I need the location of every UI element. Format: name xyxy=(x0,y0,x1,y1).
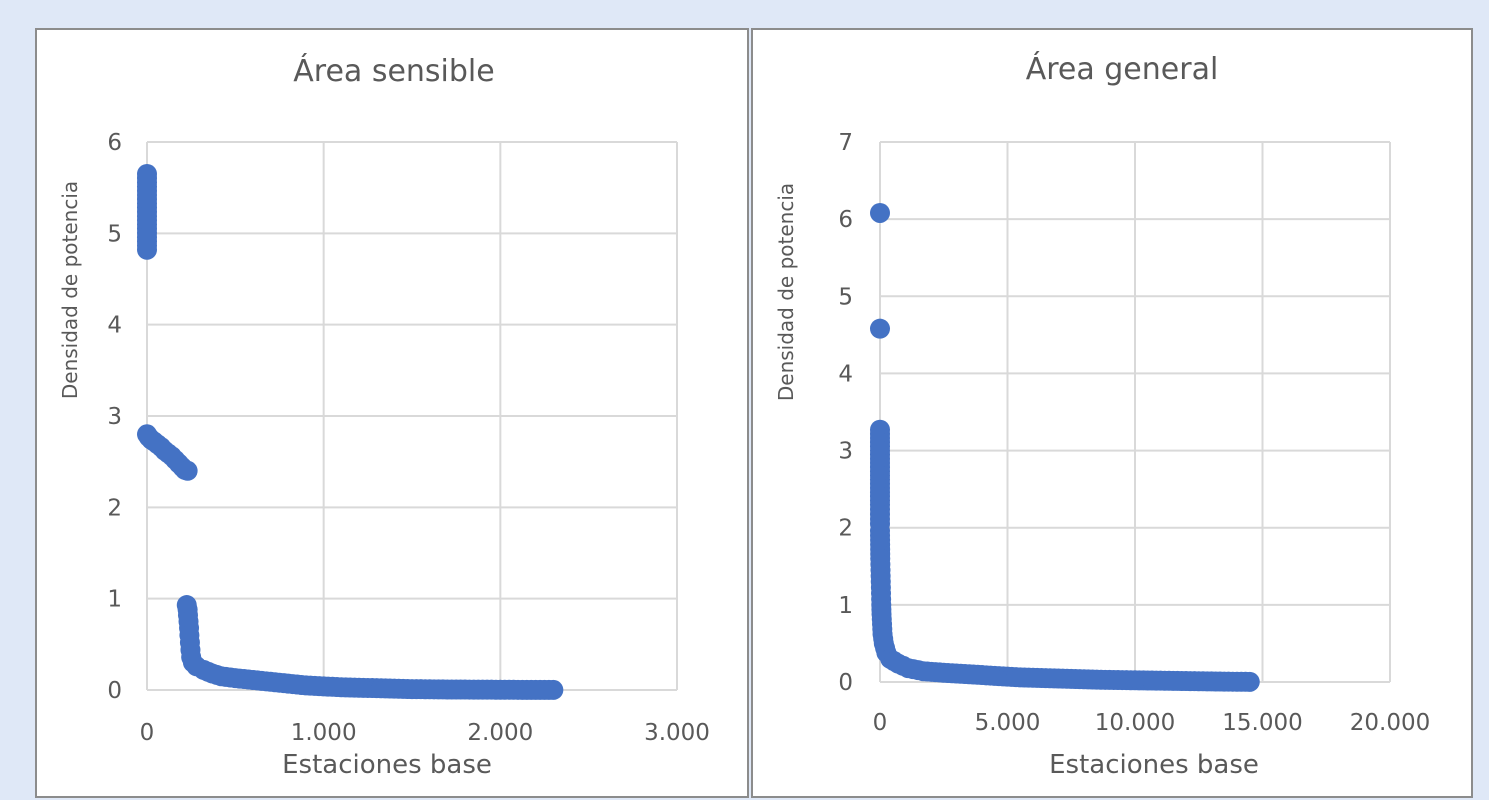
y-tick-labels: 0 1 2 3 4 5 6 7 xyxy=(838,130,853,696)
y-tick-label: 0 xyxy=(838,670,853,696)
y-axis-label: Densidad de potencia xyxy=(58,181,82,399)
x-tick-labels: 0 1.000 2.000 3.000 xyxy=(140,720,710,746)
x-tick-label: 2.000 xyxy=(467,720,533,746)
y-tick-label: 7 xyxy=(838,130,853,156)
chart-panel-area-sensible: 0 1 2 3 4 5 6 0 1.000 2.000 3.000 Área sensible D… xyxy=(35,28,749,798)
chart-area-general: 0 1 2 3 4 5 6 7 0 5.000 10.000 15.000 20.000 Área g… xyxy=(774,51,1431,780)
x-tick-label: 0 xyxy=(140,720,155,746)
y-tick-label: 6 xyxy=(838,207,853,233)
x-axis-label: Estaciones base xyxy=(282,750,492,780)
grid xyxy=(146,141,678,691)
y-tick-label: 5 xyxy=(838,284,853,310)
chart-title: Área general xyxy=(1026,51,1219,87)
x-tick-label: 5.000 xyxy=(975,710,1041,736)
y-tick-label: 2 xyxy=(838,516,853,542)
chart-panel-area-general: 0 1 2 3 4 5 6 7 0 5.000 10.000 15.000 20.000 Área g… xyxy=(751,28,1473,798)
y-tick-label: 0 xyxy=(107,678,122,704)
y-axis-label: Densidad de potencia xyxy=(774,183,798,401)
y-tick-label: 2 xyxy=(107,495,122,521)
data-point xyxy=(1239,671,1260,692)
y-tick-label: 3 xyxy=(107,404,122,430)
y-tick-label: 4 xyxy=(838,361,853,387)
data-point xyxy=(870,202,890,223)
x-tick-label: 1.000 xyxy=(291,720,357,746)
x-tick-label: 3.000 xyxy=(644,720,710,746)
x-tick-label: 15.000 xyxy=(1222,710,1302,736)
y-tick-label: 1 xyxy=(107,587,122,613)
x-tick-label: 0 xyxy=(873,710,888,736)
y-tick-labels: 0 1 2 3 4 5 6 xyxy=(107,130,122,704)
data-point xyxy=(870,318,890,339)
y-tick-label: 4 xyxy=(107,313,122,339)
data-point xyxy=(137,239,157,260)
chart-title: Área sensible xyxy=(293,53,494,89)
data-point xyxy=(177,460,198,481)
y-tick-label: 5 xyxy=(107,221,122,247)
data-point xyxy=(543,679,564,700)
x-tick-labels: 0 5.000 10.000 15.000 20.000 xyxy=(873,710,1431,736)
x-axis-label: Estaciones base xyxy=(1049,750,1259,780)
data-points xyxy=(870,202,1260,692)
x-tick-label: 20.000 xyxy=(1350,710,1430,736)
data-points xyxy=(137,163,564,700)
y-tick-label: 3 xyxy=(838,439,853,465)
chart-area-sensible: 0 1 2 3 4 5 6 0 1.000 2.000 3.000 Área sensible D… xyxy=(58,53,710,780)
x-tick-label: 10.000 xyxy=(1095,710,1175,736)
grid xyxy=(879,141,1391,683)
y-tick-label: 1 xyxy=(838,593,853,619)
y-tick-label: 6 xyxy=(107,130,122,156)
